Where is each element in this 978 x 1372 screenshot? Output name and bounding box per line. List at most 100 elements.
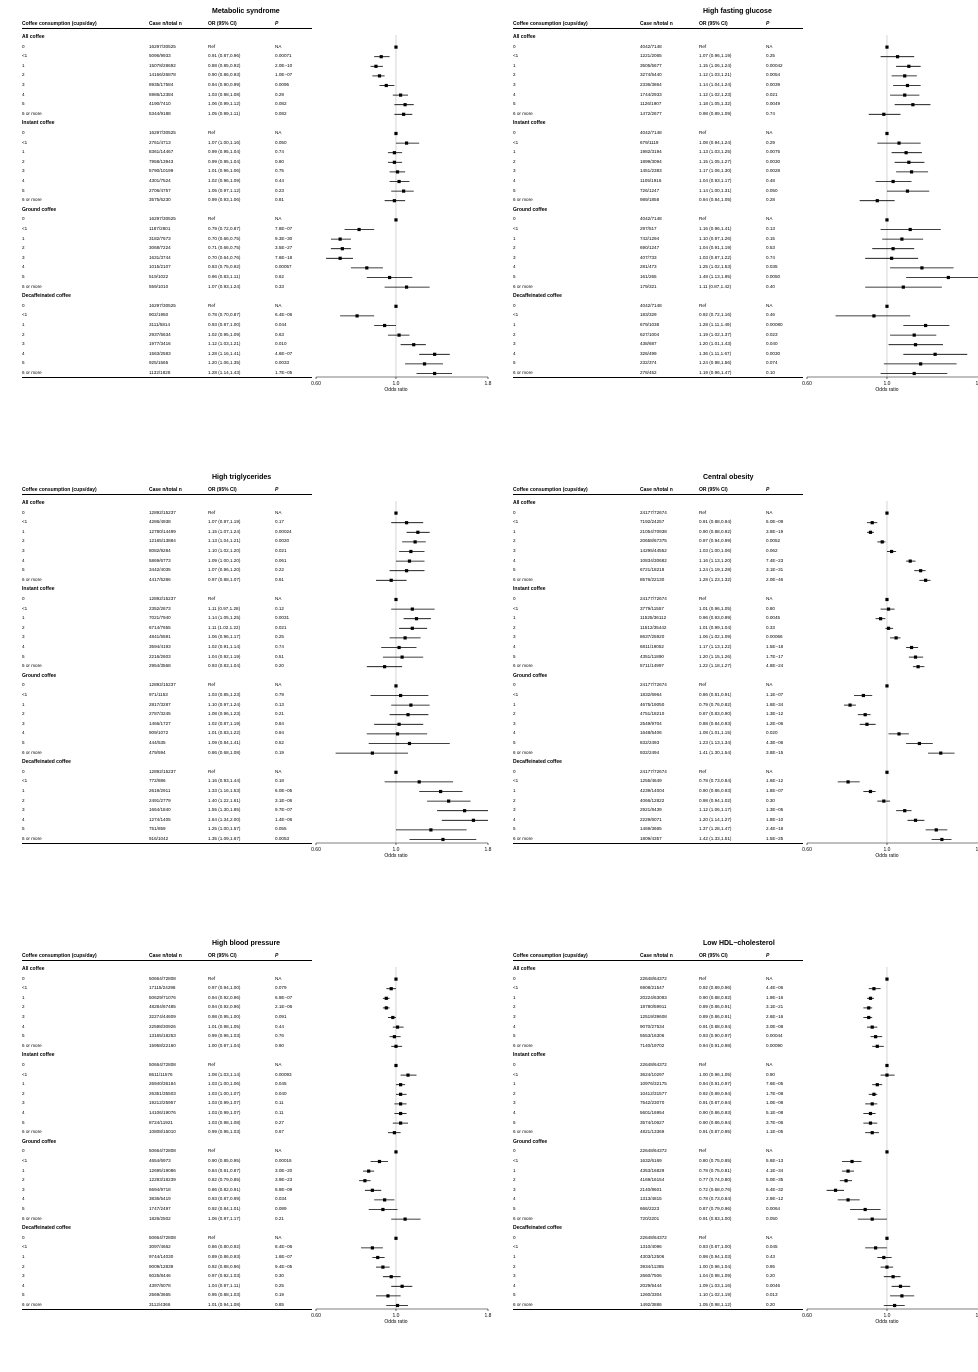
category-cell: 3 <box>513 1014 516 1019</box>
odds-ratio-cell: 1.03 (0.85,1.23) <box>208 692 241 697</box>
category-cell: 4 <box>22 816 25 822</box>
p-value-cell: 5.6E−13 <box>766 1158 784 1163</box>
odds-ratio-point <box>399 1092 403 1096</box>
p-value-cell: 0.010 <box>275 341 287 347</box>
odds-ratio-cell: 1.28 (1.11,1.49) <box>699 322 732 327</box>
odds-ratio-cell: 1.25 (1.00,1.57) <box>208 826 241 832</box>
group-label: Ground coffee <box>513 206 548 213</box>
odds-ratio-cell: 1.10 (0.97,1.26) <box>699 235 732 241</box>
category-cell: 5 <box>513 360 516 366</box>
odds-ratio-cell: 1.19 (0.96,1.47) <box>699 370 732 375</box>
p-value-cell: 0.00042 <box>766 62 783 68</box>
header-case-total: Case n/total n <box>640 953 673 959</box>
category-cell: 3 <box>22 341 25 347</box>
p-value-cell: 0.17 <box>275 519 284 525</box>
odds-ratio-point <box>395 1303 400 1308</box>
case-total-cell: 4397/6078 <box>149 1282 171 1288</box>
category-cell: 2 <box>513 1177 516 1183</box>
odds-ratio-point <box>933 352 937 356</box>
case-total-cell: 24177/72674 <box>640 768 667 774</box>
category-cell: 5 <box>22 1206 25 1211</box>
p-value-cell: NA <box>275 130 282 135</box>
case-total-cell: 26351/35503 <box>149 1090 176 1096</box>
p-value-cell: 0.0095 <box>275 82 290 87</box>
odds-ratio-cell: 1.36 (1.11,1.67) <box>699 350 732 356</box>
odds-ratio-cell: 1.23 (1.13,1.34) <box>699 740 732 745</box>
odds-ratio-cell: 0.86 (0.68,1.08) <box>208 749 241 755</box>
group-label: Instant coffee <box>22 586 55 593</box>
case-total-cell: 925/1565 <box>149 360 169 366</box>
odds-ratio-point <box>410 607 414 611</box>
odds-ratio-point <box>912 333 916 337</box>
odds-ratio-point <box>874 1246 878 1250</box>
p-value-cell: 0.0049 <box>766 101 781 107</box>
odds-ratio-point <box>409 549 413 554</box>
p-value-cell: 0.0052 <box>766 538 781 544</box>
category-cell: 6 or more <box>22 836 42 841</box>
odds-ratio-point <box>394 511 398 515</box>
odds-ratio-point <box>898 1284 903 1288</box>
p-value-cell: 0.00090 <box>766 1042 783 1048</box>
case-total-cell: 2569/3665 <box>149 1292 171 1298</box>
case-total-cell: 3574/10627 <box>640 1119 665 1125</box>
odds-ratio-point <box>909 645 914 650</box>
category-cell: 4 <box>22 178 25 183</box>
p-value-cell: 0.0064 <box>766 1206 781 1211</box>
case-total-cell: 3442/4035 <box>149 567 171 573</box>
p-value-cell: 0.76 <box>275 1033 284 1039</box>
category-cell: 0 <box>513 43 516 49</box>
panel-title: Central obesity <box>703 474 754 481</box>
odds-ratio-point <box>872 314 876 318</box>
odds-ratio-point <box>890 549 894 554</box>
case-total-cell: 1126/1907 <box>640 101 662 107</box>
case-total-cell: 16297/30525 <box>149 130 176 135</box>
odds-ratio-point <box>471 818 476 822</box>
case-total-cell: 1105/1916 <box>640 178 662 183</box>
odds-ratio-cell: 0.93 (0.83,1.04) <box>208 663 241 669</box>
p-value-cell: 0.18 <box>275 778 284 784</box>
odds-ratio-cell: 1.00 (0.96,1.04) <box>699 1263 732 1269</box>
category-cell: 0 <box>513 302 516 308</box>
p-value-cell: 0.90 <box>766 1071 775 1077</box>
header-category: Coffee consumption (cups/day) <box>513 953 588 959</box>
case-total-cell: 832/2493 <box>640 740 660 745</box>
odds-ratio-point <box>934 828 938 832</box>
header-rule <box>22 960 312 961</box>
category-cell: 5 <box>22 740 25 745</box>
odds-ratio-point <box>407 559 412 563</box>
odds-ratio-cell: 1.41 (1.30,1.54) <box>699 749 732 755</box>
case-total-cell: 1631/3744 <box>149 254 171 260</box>
case-total-cell: 971/1153 <box>149 692 168 697</box>
category-cell: 3 <box>513 720 516 726</box>
odds-ratio-cell: 1.03 (0.99,1.07) <box>208 1100 241 1106</box>
odds-ratio-point <box>895 55 900 59</box>
odds-ratio-point <box>394 1150 398 1154</box>
p-value-cell: NA <box>766 216 773 222</box>
odds-ratio-point <box>903 74 907 78</box>
case-total-cell: 1466/1727 <box>149 720 171 726</box>
p-value-cell: 1.7E−08 <box>766 1090 784 1096</box>
header-p-value: P <box>275 487 279 493</box>
forest-plot-area: 0.60 1.0 1.8 Odds ratio <box>311 967 492 1325</box>
odds-ratio-point <box>868 1111 873 1116</box>
category-cell: 2 <box>22 158 25 164</box>
odds-ratio-point <box>413 540 417 544</box>
odds-ratio-cell: 1.08 (1.01,1.15) <box>699 730 732 736</box>
p-value-cell: 0.0031 <box>275 615 290 621</box>
odds-ratio-point <box>400 655 404 659</box>
group-label: Instant coffee <box>22 120 55 127</box>
p-value-cell: 0.040 <box>275 1090 287 1096</box>
case-total-cell: 742/1294 <box>640 235 660 241</box>
category-cell: 5 <box>513 567 516 573</box>
header-rule <box>513 494 803 495</box>
case-total-cell: 12892/15237 <box>149 682 176 688</box>
category-cell: 4 <box>513 1196 516 1202</box>
p-value-cell: 0.021 <box>766 91 778 97</box>
category-cell: 3 <box>513 341 516 347</box>
case-total-cell: 1260/3304 <box>640 1292 662 1298</box>
case-total-cell: 4042/7148 <box>640 43 662 49</box>
odds-ratio-cell: 0.98 (0.94,1.02) <box>699 797 732 803</box>
case-total-cell: 3575/6230 <box>149 197 171 203</box>
odds-ratio-cell: 1.16 (0.93,1.44) <box>208 778 241 784</box>
odds-ratio-point <box>885 1063 889 1068</box>
